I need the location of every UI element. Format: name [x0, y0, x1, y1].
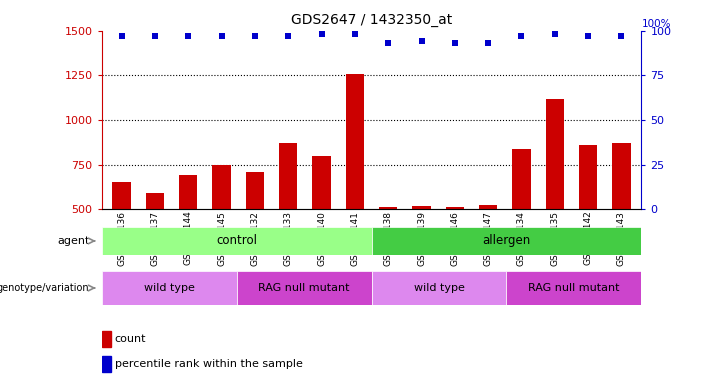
Text: RAG null mutant: RAG null mutant — [258, 283, 350, 293]
Text: wild type: wild type — [414, 283, 465, 293]
Bar — [179, 175, 198, 209]
Text: 100%: 100% — [641, 19, 671, 29]
Point — [316, 31, 327, 37]
Bar — [545, 99, 564, 209]
Text: percentile rank within the sample: percentile rank within the sample — [114, 359, 302, 369]
Bar — [313, 156, 331, 209]
Text: genotype/variation: genotype/variation — [0, 283, 90, 293]
Bar — [279, 143, 297, 209]
Bar — [102, 271, 237, 305]
Bar — [212, 165, 231, 209]
Text: control: control — [216, 235, 257, 247]
Text: wild type: wild type — [144, 283, 195, 293]
Point — [116, 33, 128, 39]
Bar — [379, 207, 397, 209]
Text: allergen: allergen — [482, 235, 531, 247]
Text: count: count — [114, 334, 146, 344]
Point — [583, 33, 594, 39]
Bar — [446, 207, 464, 209]
Point — [183, 33, 194, 39]
Point — [349, 31, 360, 37]
Text: RAG null mutant: RAG null mutant — [528, 283, 620, 293]
Bar — [237, 271, 372, 305]
Bar — [102, 356, 111, 372]
Point — [283, 33, 294, 39]
Bar — [246, 172, 264, 209]
Point — [516, 33, 527, 39]
Bar — [346, 74, 364, 209]
Point — [250, 33, 261, 39]
Bar — [612, 143, 631, 209]
Bar — [512, 149, 531, 209]
Text: agent: agent — [57, 236, 90, 246]
Bar — [112, 182, 131, 209]
Point — [416, 38, 427, 45]
Bar — [479, 205, 497, 209]
Point — [383, 40, 394, 46]
Title: GDS2647 / 1432350_at: GDS2647 / 1432350_at — [291, 13, 452, 27]
Point — [615, 33, 627, 39]
Point — [149, 33, 161, 39]
Point — [549, 31, 560, 37]
Bar — [507, 271, 641, 305]
Bar — [102, 331, 111, 347]
Point — [482, 40, 494, 46]
Point — [216, 33, 227, 39]
Bar — [372, 227, 641, 255]
Point — [449, 40, 461, 46]
Bar — [579, 145, 597, 209]
Bar — [372, 271, 507, 305]
Bar — [146, 193, 164, 209]
Bar — [102, 227, 372, 255]
Bar — [412, 206, 430, 209]
